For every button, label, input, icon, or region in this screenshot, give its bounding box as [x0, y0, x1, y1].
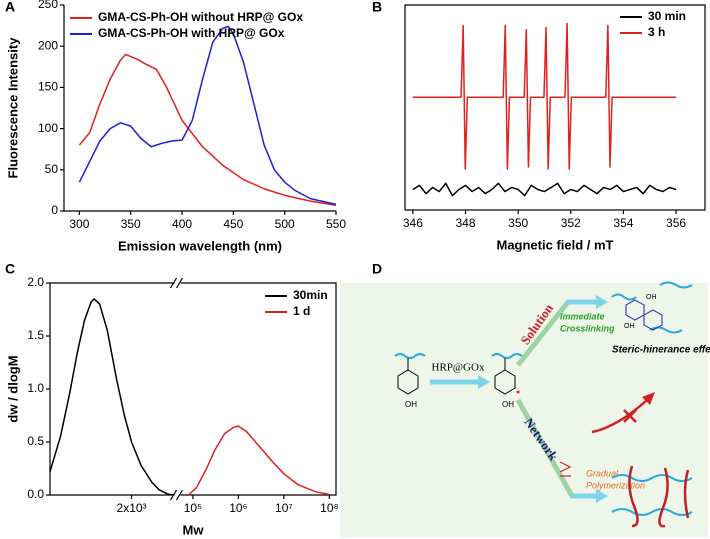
legend-label: GMA-CS-Ph-OH without HRP@ GOx	[98, 10, 303, 24]
chain	[491, 353, 523, 359]
arrow-head	[596, 489, 608, 503]
x-axis-label: Mw	[183, 522, 205, 537]
effect-label: Steric-hinerance effect	[612, 345, 710, 356]
chain	[659, 281, 693, 289]
axis-frame	[404, 4, 706, 211]
chain	[649, 326, 683, 334]
enzyme-label: HRP@GOx	[432, 362, 485, 374]
y-tick-label: 0	[51, 203, 58, 217]
x-tick-label: 450	[223, 217, 243, 231]
y-tick-label: 0.5	[27, 434, 44, 448]
result-label: Polymerization	[586, 480, 645, 490]
series-line	[78, 25, 337, 206]
x-tick-label: 10⁶	[229, 501, 247, 515]
panel-label: A	[5, 0, 15, 15]
axis-break	[169, 489, 184, 501]
series-line	[412, 22, 677, 170]
x-tick-label: 500	[275, 217, 295, 231]
dimer-ring	[643, 309, 663, 331]
y-tick-label: 1.0	[27, 381, 44, 395]
x-tick-label: 346	[403, 216, 423, 230]
y-tick-label: 0.0	[27, 487, 44, 501]
x-axis-label: Emission wavelength (nm)	[118, 238, 282, 253]
route-line	[515, 398, 575, 498]
panel-label: C	[5, 261, 15, 277]
route-line	[516, 300, 570, 367]
series-line	[49, 298, 174, 496]
oh-label: OH	[646, 294, 657, 301]
oh-label: OH	[624, 323, 635, 330]
y-tick-label: 150	[38, 80, 58, 94]
y-tick-label: 200	[38, 38, 58, 52]
x-tick-label: 350	[121, 217, 141, 231]
x-tick-label: 400	[172, 217, 192, 231]
result-label: Gradual	[586, 468, 619, 478]
dimer-ring	[625, 299, 645, 321]
x-tick-label: 2x10³	[117, 501, 147, 515]
arrow-head	[596, 295, 608, 309]
result-label: Immediate	[560, 311, 605, 321]
crosslink	[628, 465, 690, 528]
x-tick-label: 300	[69, 217, 89, 231]
series-line	[412, 182, 677, 197]
y-tick-label: 250	[38, 0, 58, 11]
series-line	[188, 425, 330, 496]
x-tick-label: 354	[613, 216, 633, 230]
phenol-ring	[494, 369, 516, 395]
chain	[394, 353, 426, 359]
phenol-ring	[397, 369, 419, 395]
x-tick-label: 350	[508, 216, 528, 230]
chain	[611, 508, 693, 516]
axis-break	[169, 277, 184, 289]
radical-dot	[516, 390, 520, 394]
arrow-head	[478, 375, 490, 389]
panel-d: D OH HRP@GOx OH Solution Immediate Cross…	[340, 261, 710, 537]
legend-label: 3 h	[648, 25, 665, 39]
panel-label: B	[372, 0, 382, 15]
arrow-head	[642, 392, 655, 405]
x-tick-label: 10⁵	[184, 501, 202, 515]
oh-label: OH	[502, 400, 514, 409]
chain	[611, 293, 637, 301]
legend-label: 30min	[293, 288, 328, 302]
legend-label: 30 min	[648, 9, 686, 23]
result-label: Crosslinking	[560, 323, 615, 333]
symbol	[559, 461, 572, 477]
x-tick-label: 352	[561, 216, 581, 230]
y-tick-label: 1.5	[27, 328, 44, 342]
y-tick-label: 2.0	[27, 275, 44, 289]
legend-label: 1 d	[293, 304, 310, 318]
series-line	[78, 53, 337, 206]
oh-label: OH	[405, 400, 417, 409]
chain	[611, 474, 693, 482]
y-axis-label: Fluorescence Intensity	[5, 37, 20, 179]
y-tick-label: 50	[45, 162, 59, 176]
x-tick-label: 10⁷	[275, 501, 293, 515]
y-tick-label: 100	[38, 121, 58, 135]
blocked-arrow	[591, 399, 648, 434]
x-tick-label: 348	[456, 216, 476, 230]
x-tick-label: 356	[666, 216, 686, 230]
cross	[623, 409, 637, 423]
x-tick-label: 10⁸	[320, 501, 338, 515]
y-axis-label: dw / dlogM	[5, 355, 20, 422]
legend-label: GMA-CS-Ph-OH with HRP@ GOx	[98, 26, 285, 40]
x-axis-label: Magnetic field / mT	[496, 237, 613, 252]
panel-label: D	[372, 261, 382, 277]
x-tick-label: 550	[326, 217, 346, 231]
